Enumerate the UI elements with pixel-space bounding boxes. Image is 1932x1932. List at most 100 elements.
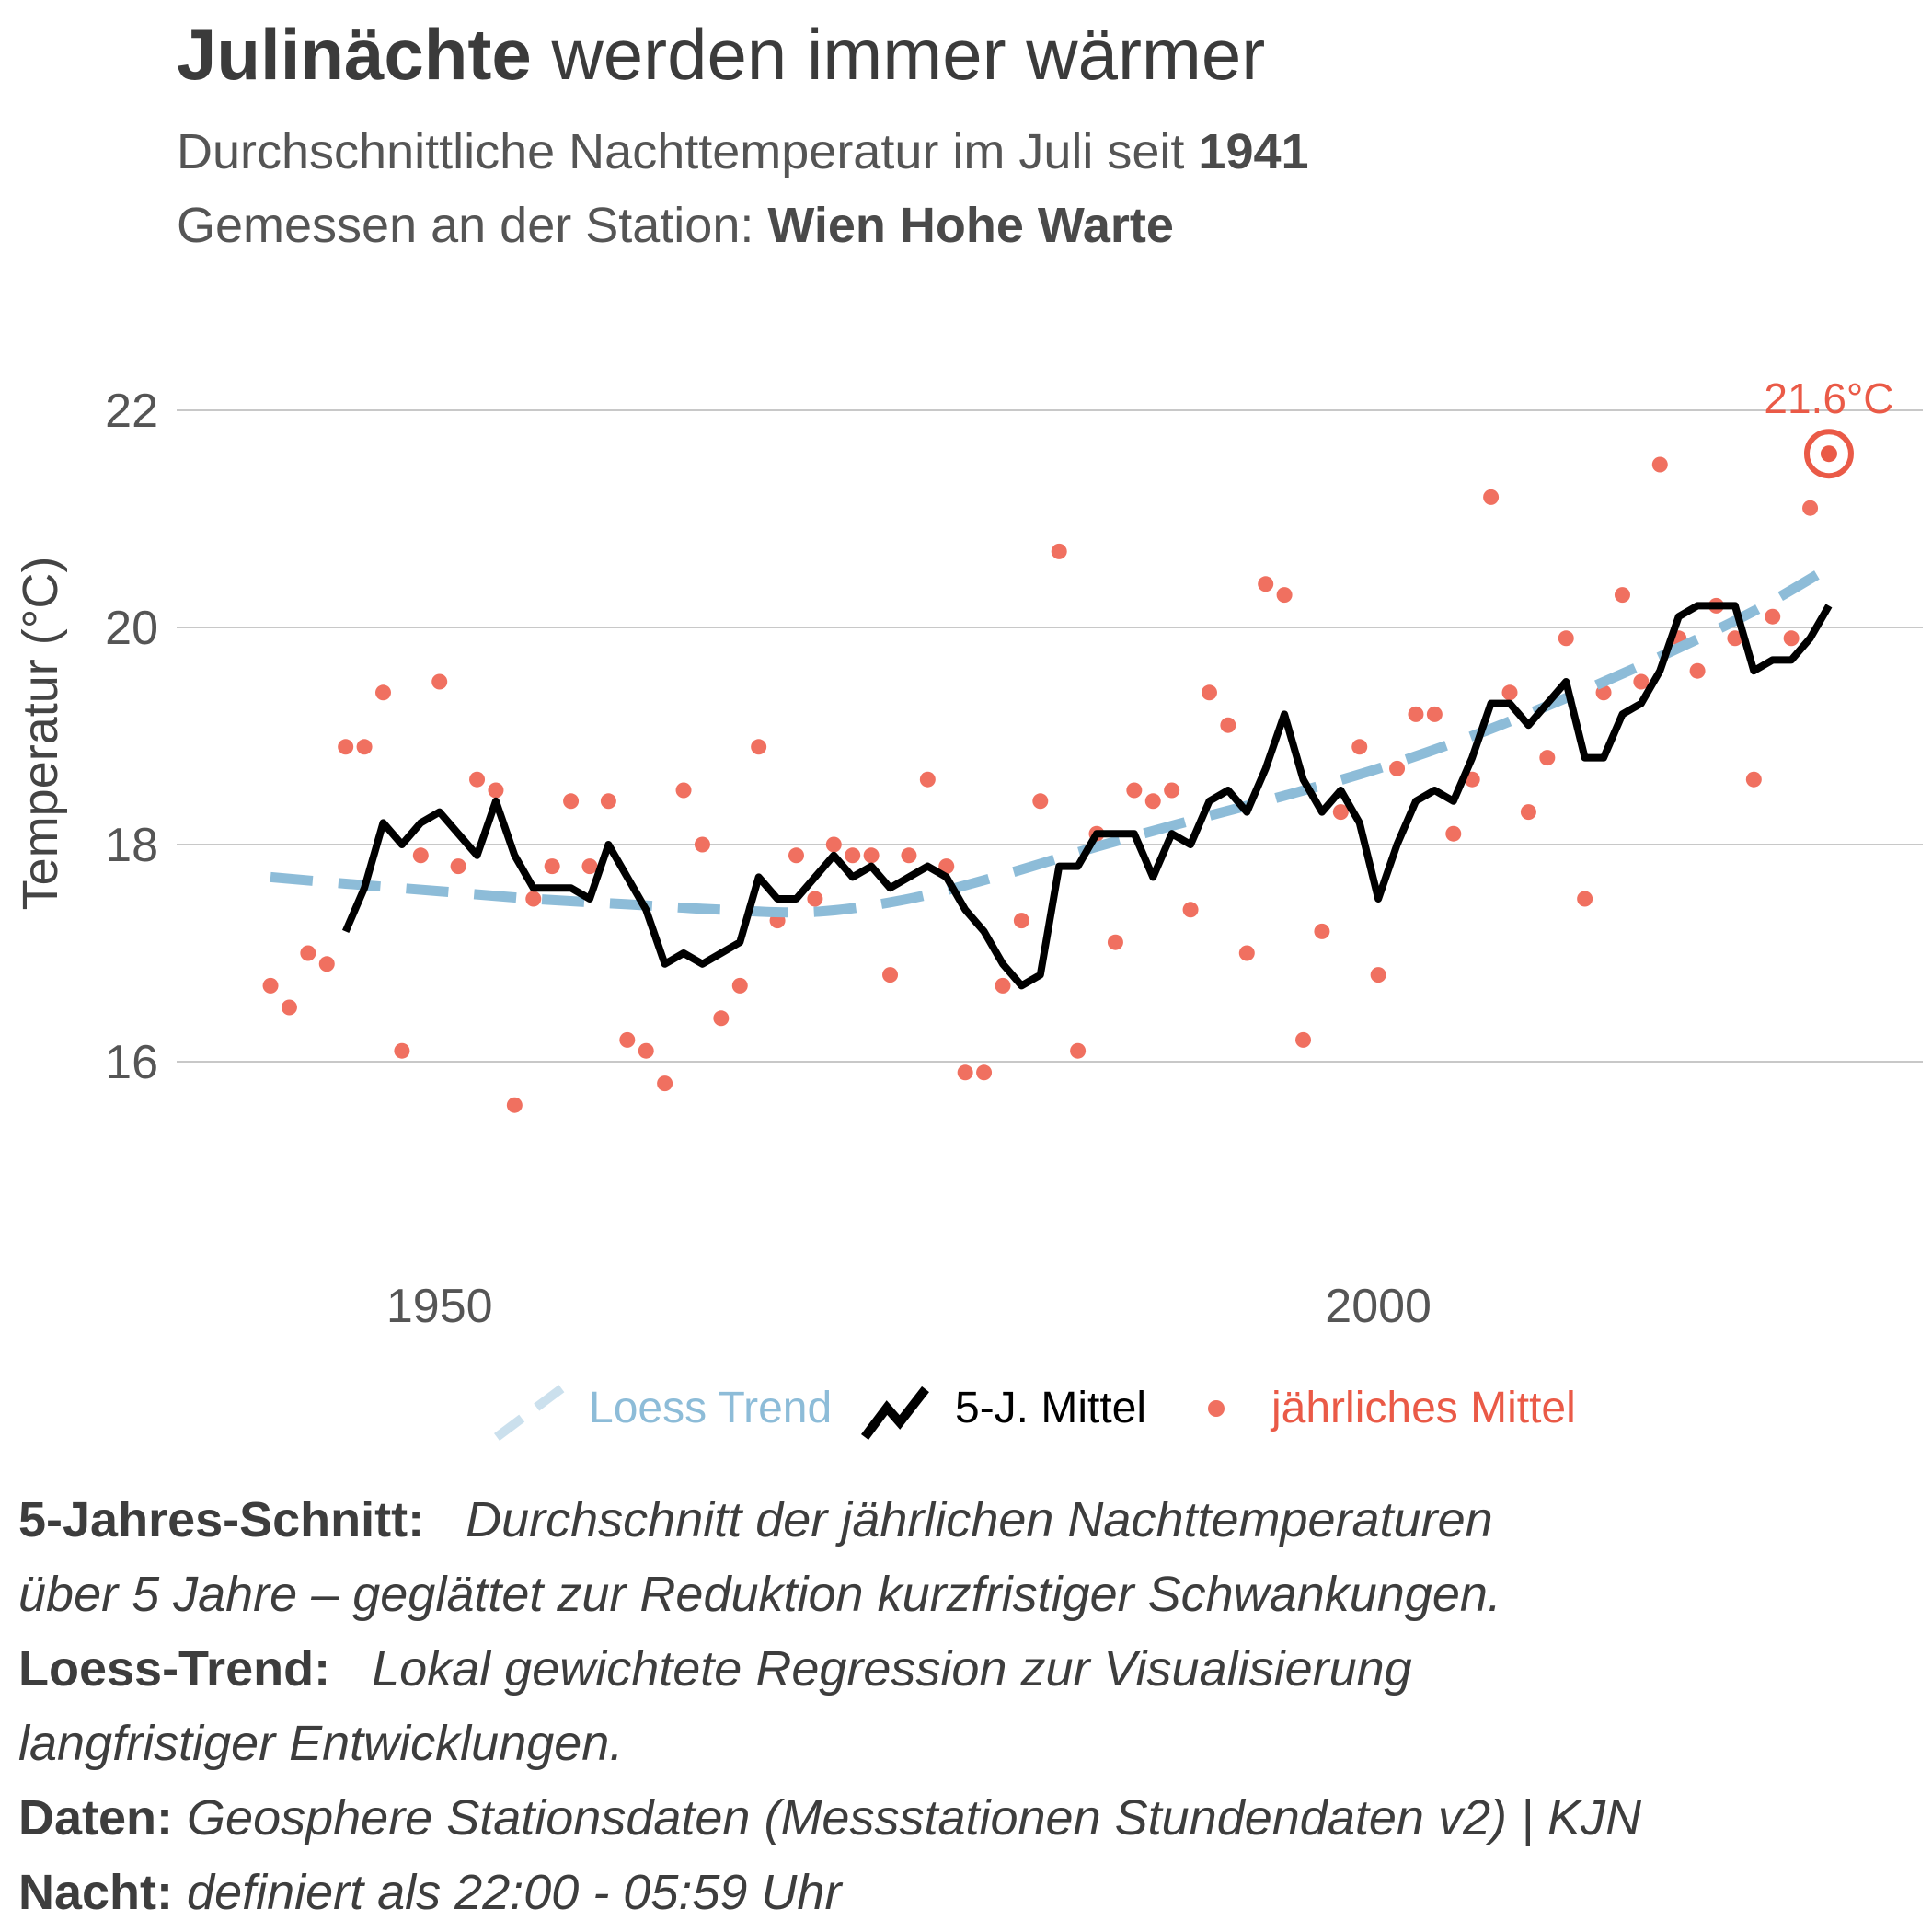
y-tick-label: 16 bbox=[105, 1036, 158, 1089]
footnote-line: Loess-Trend: Lokal gewichtete Regression… bbox=[18, 1632, 1914, 1707]
data-point bbox=[638, 1042, 654, 1059]
data-point bbox=[751, 739, 767, 755]
data-point bbox=[1332, 804, 1349, 821]
data-point bbox=[1314, 923, 1330, 939]
footnote-line: Daten: Geosphere Stationsdaten (Messstat… bbox=[18, 1781, 1914, 1856]
data-point bbox=[338, 739, 354, 755]
data-point bbox=[374, 684, 391, 701]
data-point bbox=[1389, 760, 1406, 776]
data-point bbox=[1370, 967, 1386, 983]
footnote-text: Lokal gewichtete Regression zur Visualis… bbox=[372, 1641, 1412, 1696]
data-point bbox=[694, 836, 710, 853]
mean-line bbox=[342, 602, 1833, 990]
data-point bbox=[1483, 489, 1500, 505]
data-point bbox=[882, 967, 899, 983]
data-point bbox=[919, 771, 936, 788]
data-point bbox=[995, 977, 1011, 994]
data-point bbox=[976, 1064, 993, 1081]
legend: Loess Trend 5-J. Mittel jährliches Mittel bbox=[494, 1381, 1576, 1441]
data-point bbox=[845, 847, 861, 864]
footnote-label: Loess-Trend: bbox=[18, 1641, 331, 1696]
data-point bbox=[957, 1064, 973, 1081]
data-point bbox=[1258, 576, 1274, 592]
data-point bbox=[544, 858, 560, 875]
footnote-line: über 5 Jahre – geglättet zur Reduktion k… bbox=[18, 1558, 1914, 1632]
data-point bbox=[488, 782, 504, 799]
data-point bbox=[901, 847, 917, 864]
footnote-text: über 5 Jahre – geglättet zur Reduktion k… bbox=[18, 1567, 1501, 1622]
footnote-text: Durchschnitt der jährlichen Nachttempera… bbox=[466, 1492, 1493, 1547]
record-point bbox=[1820, 445, 1837, 463]
subtitle-2-text: Gemessen an der Station: bbox=[177, 198, 754, 253]
data-point bbox=[450, 858, 466, 875]
footnote-text: Geosphere Stationsdaten (Messstationen S… bbox=[187, 1790, 1642, 1846]
data-point bbox=[412, 847, 429, 864]
data-point bbox=[825, 836, 842, 853]
chart: 16 18 20 22 1950 2000 Temperatur (°C) 21.6°C… bbox=[13, 374, 1923, 1441]
data-point bbox=[1013, 913, 1029, 929]
legend-trend-label: Loess Trend bbox=[589, 1384, 832, 1432]
data-point bbox=[1727, 630, 1743, 647]
data-point bbox=[1802, 500, 1819, 516]
data-point bbox=[1276, 587, 1293, 604]
data-point bbox=[1539, 750, 1556, 766]
data-point bbox=[788, 847, 804, 864]
data-point bbox=[1164, 782, 1180, 799]
data-point bbox=[1107, 934, 1123, 950]
data-point bbox=[1577, 891, 1593, 907]
legend-points-key bbox=[1208, 1400, 1225, 1417]
data-point bbox=[713, 1010, 730, 1027]
data-point bbox=[1295, 1031, 1312, 1048]
series-points bbox=[262, 445, 1837, 1113]
title-rest: werden immer wärmer bbox=[551, 14, 1266, 95]
y-tick-label: 22 bbox=[105, 385, 158, 438]
record-label: 21.6°C bbox=[1764, 374, 1893, 422]
data-point bbox=[300, 945, 316, 961]
chart-title: Julinächte werden immer wärmer bbox=[177, 13, 1265, 97]
subtitle-line-1: Durchschnittliche Nachttemperatur im Jul… bbox=[177, 123, 1309, 180]
data-point bbox=[262, 977, 279, 994]
legend-mean-key bbox=[861, 1386, 929, 1440]
x-axis-ticks: 1950 2000 bbox=[386, 1280, 1432, 1333]
footnotes: 5-Jahres-Schnitt: Durchschnitt der jährl… bbox=[18, 1483, 1914, 1930]
data-point bbox=[1126, 782, 1143, 799]
x-tick-label: 2000 bbox=[1325, 1280, 1432, 1333]
x-tick-label: 1950 bbox=[386, 1280, 493, 1333]
data-point bbox=[1783, 630, 1800, 647]
data-point bbox=[506, 1097, 523, 1113]
data-point bbox=[1032, 793, 1049, 810]
record-ring bbox=[1803, 429, 1854, 479]
footnote-label: Nacht: bbox=[18, 1865, 174, 1920]
data-point bbox=[1351, 739, 1368, 755]
trend-line bbox=[270, 563, 1832, 918]
data-point bbox=[675, 782, 692, 799]
data-point bbox=[318, 956, 335, 972]
data-point bbox=[1614, 587, 1630, 604]
footnote-label: Daten: bbox=[18, 1790, 174, 1846]
data-point bbox=[619, 1031, 636, 1048]
data-point bbox=[938, 858, 955, 875]
footnote-label: 5-Jahres-Schnitt: bbox=[18, 1492, 425, 1547]
data-point bbox=[657, 1075, 673, 1092]
data-point bbox=[1501, 684, 1518, 701]
subtitle-2-bold: Wien Hohe Warte bbox=[767, 198, 1174, 253]
y-axis-label: Temperatur (°C) bbox=[13, 557, 68, 911]
footnote-line: 5-Jahres-Schnitt: Durchschnitt der jährl… bbox=[18, 1483, 1914, 1558]
data-point bbox=[1220, 717, 1236, 733]
data-point bbox=[1765, 608, 1781, 625]
data-point bbox=[1745, 771, 1762, 788]
data-point bbox=[431, 673, 448, 690]
footnote-text: definiert als 22:00 - 05:59 Uhr bbox=[187, 1865, 842, 1920]
data-point bbox=[1445, 825, 1462, 842]
plot-area: 21.6°C bbox=[262, 374, 1894, 1113]
subtitle-line-2: Gemessen an der Station: Wien Hohe Warte bbox=[177, 197, 1174, 254]
legend-trend-key bbox=[494, 1381, 569, 1441]
data-point bbox=[1520, 804, 1536, 821]
data-point bbox=[1051, 543, 1067, 559]
footnote-line: Nacht: definiert als 22:00 - 05:59 Uhr bbox=[18, 1856, 1914, 1930]
data-point bbox=[1144, 793, 1161, 810]
title-bold: Julinächte bbox=[177, 14, 532, 95]
data-point bbox=[1408, 706, 1424, 722]
data-point bbox=[563, 793, 580, 810]
data-point bbox=[525, 891, 542, 907]
